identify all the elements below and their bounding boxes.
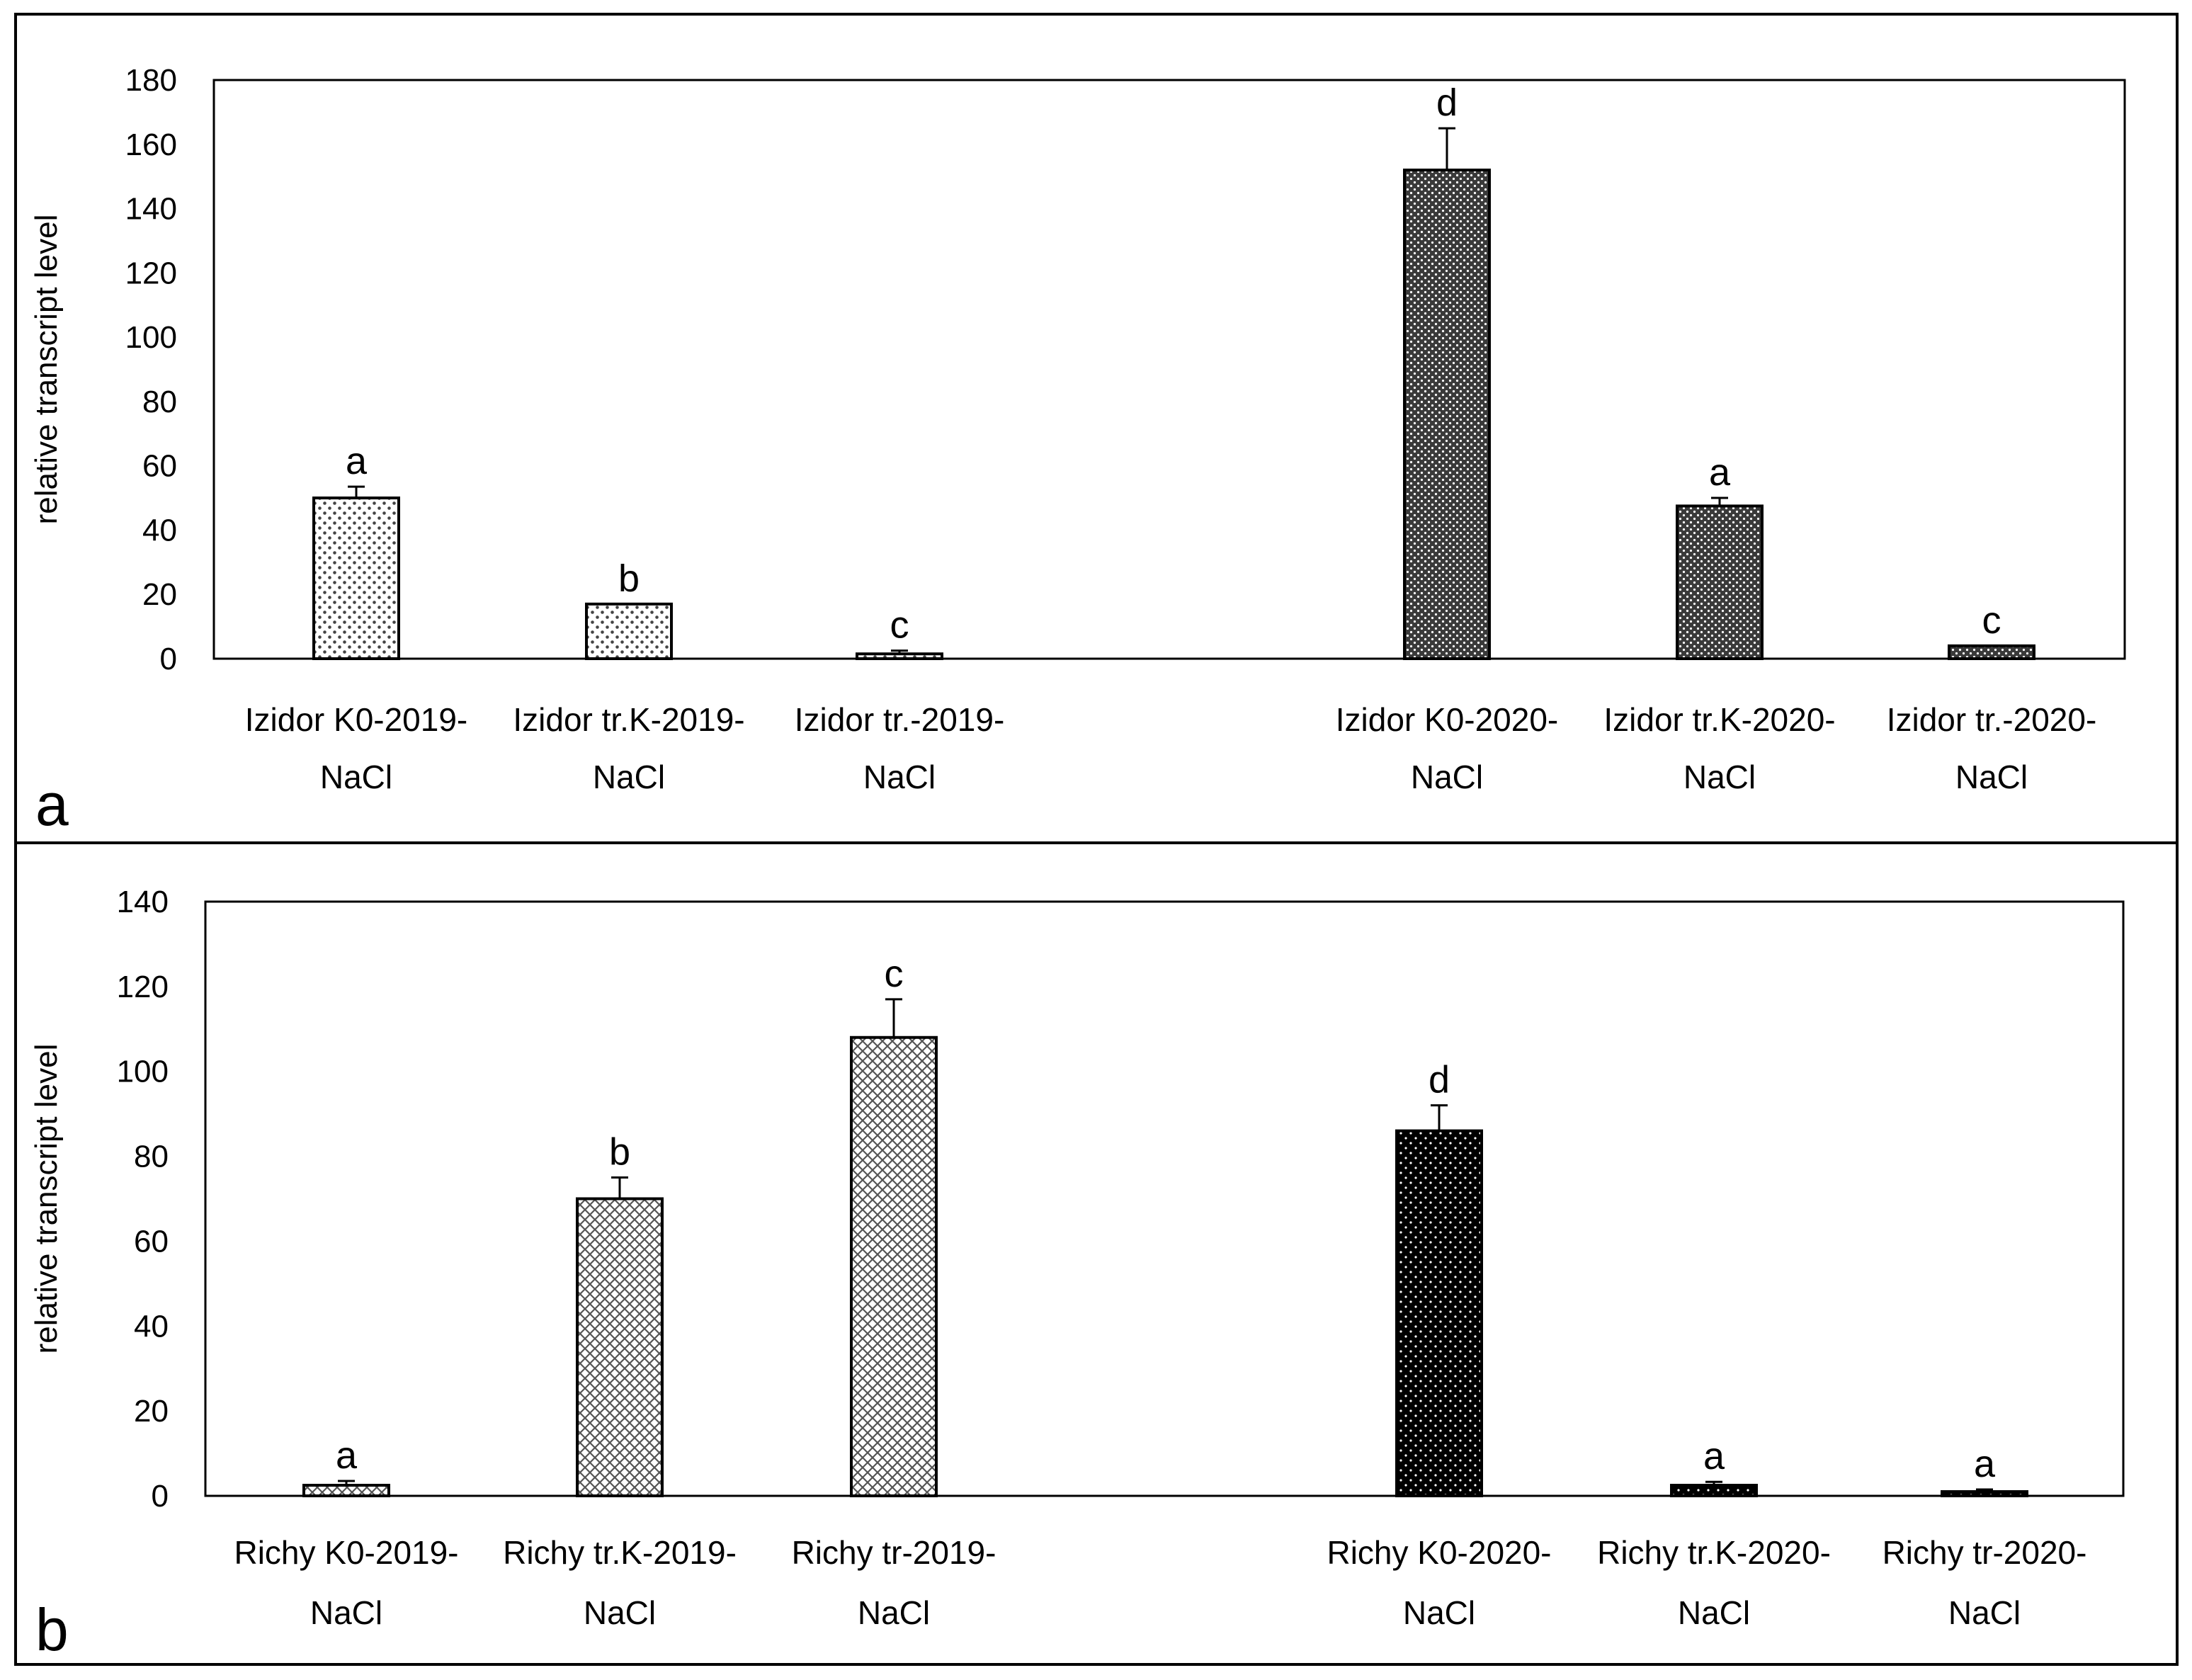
error-bars <box>348 127 1728 654</box>
category-label: NaCl <box>310 1594 382 1631</box>
bar <box>1941 1490 2028 1497</box>
bar <box>576 1197 664 1497</box>
y-tick-label: 0 <box>152 1479 169 1514</box>
category-label: Richy tr-2019- <box>792 1534 996 1571</box>
significance-letters: a b c d a a <box>336 953 1996 1485</box>
plot-area <box>204 900 2125 1497</box>
category-label: Richy K0-2020- <box>1327 1534 1551 1571</box>
bars <box>312 169 2035 661</box>
significance-letter: a <box>1703 1435 1725 1477</box>
y-tick-label: 60 <box>134 1224 169 1259</box>
bar <box>585 602 673 660</box>
category-label: NaCl <box>584 1594 656 1631</box>
bar <box>1948 644 2035 660</box>
category-label: Richy tr-2020- <box>1882 1534 2087 1571</box>
significance-letter: c <box>885 953 904 995</box>
plot-area <box>212 79 2126 660</box>
category-label: NaCl <box>1683 759 1756 795</box>
y-tick-label: 20 <box>134 1394 169 1429</box>
category-label: NaCl <box>593 759 665 795</box>
y-tick-label: 40 <box>134 1309 169 1344</box>
y-tick-label: 0 <box>160 642 177 676</box>
y-axis-label: relative transcript level <box>29 1044 64 1354</box>
significance-letter: b <box>618 557 640 600</box>
significance-letter: c <box>1982 599 2001 642</box>
category-label: NaCl <box>863 759 936 795</box>
plot-frame <box>204 900 2125 1497</box>
error-bars <box>338 998 1993 1492</box>
category-label: NaCl <box>1403 1594 1475 1631</box>
category-labels: Izidor K0-2019- NaCl Izidor tr.K-2019- NaCl… <box>245 701 2097 795</box>
y-tick-label: 160 <box>125 127 177 162</box>
bar <box>1670 1484 1758 1497</box>
panel-b: 0 20 40 60 80 100 120 140 a b c d a a Richy K0-2019-… <box>29 885 2125 1663</box>
panel-label: b <box>35 1596 69 1663</box>
category-label: Richy tr.K-2019- <box>503 1534 737 1571</box>
category-label: NaCl <box>1411 759 1483 795</box>
category-label: NaCl <box>1948 1594 2021 1631</box>
category-labels: Richy K0-2019- NaCl Richy tr.K-2019- NaCl Ri… <box>234 1534 2086 1631</box>
y-tick-labels: 0 20 40 60 80 100 120 140 <box>117 885 169 1514</box>
category-label: NaCl <box>1678 1594 1750 1631</box>
bar <box>302 1484 390 1497</box>
y-tick-label: 100 <box>125 320 177 355</box>
y-axis-label: relative transcript level <box>29 215 64 525</box>
bar <box>1676 504 1764 660</box>
category-label: Izidor K0-2020- <box>1336 701 1559 738</box>
category-label: NaCl <box>858 1594 930 1631</box>
significance-letter: b <box>609 1131 630 1174</box>
category-label: Richy K0-2019- <box>234 1534 458 1571</box>
category-label: Izidor K0-2019- <box>245 701 468 738</box>
bar <box>1395 1129 1483 1497</box>
y-tick-label: 140 <box>125 192 177 227</box>
category-label: Izidor tr.-2020- <box>1887 701 2097 738</box>
category-label: Izidor tr.K-2020- <box>1603 701 1835 738</box>
significance-letter: c <box>890 604 909 647</box>
panel-b-frame <box>14 841 2179 1666</box>
category-label: Richy tr.K-2020- <box>1597 1534 1831 1571</box>
y-tick-label: 100 <box>117 1055 169 1089</box>
y-tick-label: 180 <box>125 63 177 98</box>
significance-letters: a b c d a c <box>346 81 2001 647</box>
significance-letter: d <box>1436 81 1458 124</box>
significance-letter: a <box>1709 451 1731 494</box>
bar <box>850 1035 938 1498</box>
panel-label: a <box>35 771 69 838</box>
y-tick-label: 40 <box>142 513 177 547</box>
significance-letter: a <box>1974 1443 1996 1485</box>
y-tick-label: 80 <box>134 1140 169 1174</box>
y-tick-label: 60 <box>142 449 177 484</box>
significance-letter: a <box>346 440 368 482</box>
y-tick-label: 20 <box>142 577 177 612</box>
panel-a: 0 20 40 60 80 100 120 140 160 180 a b c d a c Izidor K… <box>29 63 2126 838</box>
y-tick-label: 140 <box>117 885 169 919</box>
plot-frame <box>212 79 2126 660</box>
category-label: Izidor tr.K-2019- <box>513 701 744 738</box>
category-label: Izidor tr.-2019- <box>795 701 1005 738</box>
significance-letter: d <box>1429 1059 1450 1101</box>
y-tick-label: 120 <box>117 970 169 1004</box>
y-tick-labels: 0 20 40 60 80 100 120 140 160 180 <box>125 63 177 676</box>
significance-letter: a <box>336 1434 358 1477</box>
bar <box>1403 169 1491 661</box>
y-tick-label: 120 <box>125 256 177 290</box>
y-tick-label: 80 <box>142 385 177 419</box>
bars <box>302 1035 2028 1498</box>
category-label: NaCl <box>320 759 392 795</box>
bar <box>312 496 400 660</box>
bar <box>856 652 943 660</box>
category-label: NaCl <box>1955 759 2028 795</box>
